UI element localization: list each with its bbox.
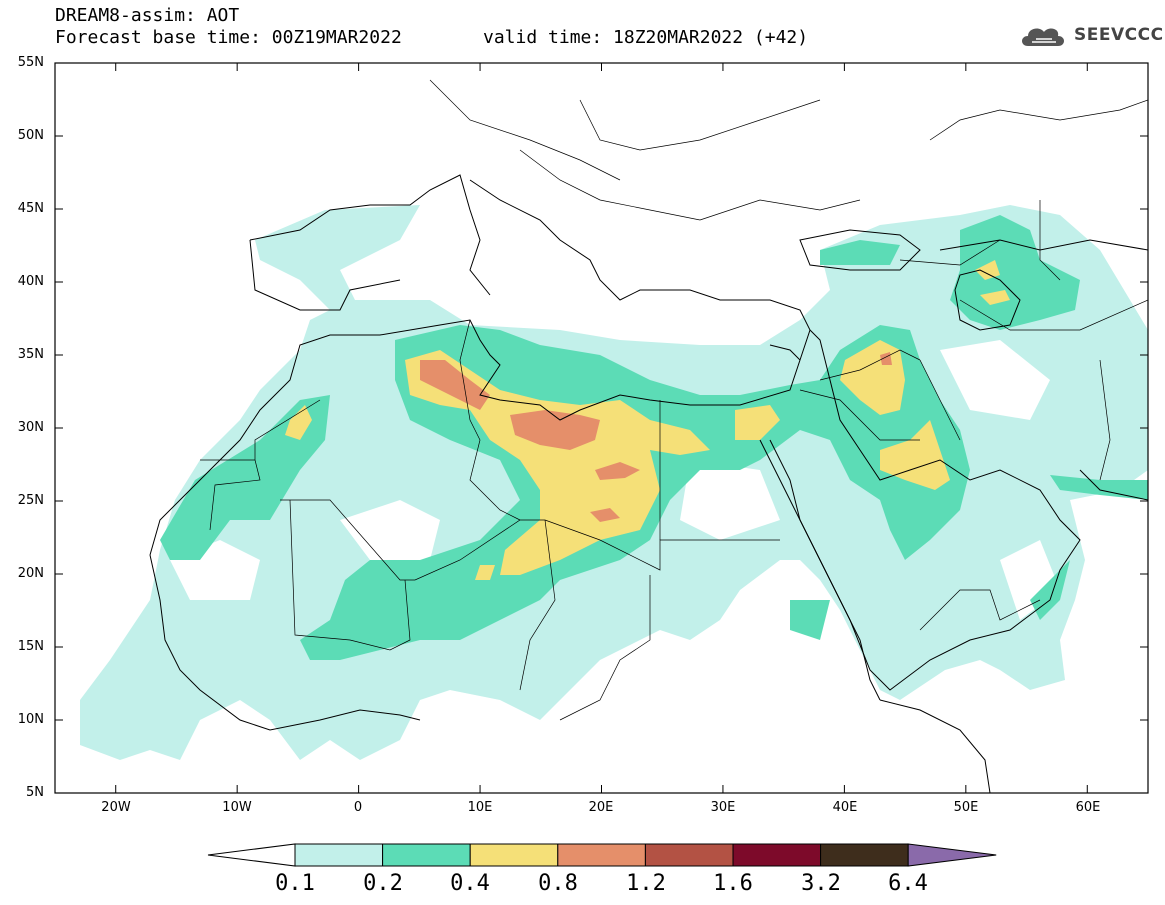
colorbar-label: 0.1: [275, 871, 315, 896]
colorbar: [207, 843, 997, 867]
lat-label-20n: 20N: [17, 566, 44, 581]
colorbar-swatch: [557, 843, 646, 867]
colorbar-label: 0.4: [450, 871, 490, 896]
lon-label-40e: 40E: [832, 800, 858, 815]
cloud-icon: [1022, 28, 1064, 46]
lat-label-10n: 10N: [17, 712, 44, 727]
colorbar-swatch: [732, 843, 822, 867]
colorbar-swatch: [294, 843, 384, 867]
colorbar-under-triangle: [207, 843, 296, 867]
lat-label-35n: 35N: [17, 347, 44, 362]
lon-label-10w: 10W: [222, 800, 252, 815]
colorbar-swatch: [382, 843, 471, 867]
colorbar-label: 0.8: [538, 871, 578, 896]
colorbar-swatch: [469, 843, 559, 867]
map-title: DREAM8-assim: AOT: [55, 5, 240, 26]
colorbar-label: 1.2: [626, 871, 666, 896]
axis-ticks: [55, 62, 1148, 794]
forecast-base-time: Forecast base time: 00Z19MAR2022: [55, 27, 402, 48]
lat-label-30n: 30N: [17, 420, 44, 435]
colorbar-label: 6.4: [888, 871, 928, 896]
lon-label-30e: 30E: [710, 800, 736, 815]
lon-label-50e: 50E: [953, 800, 979, 815]
colorbar-swatch: [820, 843, 909, 867]
lat-label-40n: 40N: [17, 274, 44, 289]
lat-label-55n: 55N: [17, 55, 44, 70]
lon-label-0: 0: [353, 800, 363, 815]
lat-label-5n: 5N: [26, 785, 44, 800]
lat-label-15n: 15N: [17, 639, 44, 654]
lat-label-25n: 25N: [17, 493, 44, 508]
colorbar-label: 0.2: [363, 871, 403, 896]
seevccc-logo: SEEVCCC: [1018, 22, 1164, 48]
lat-label-45n: 45N: [17, 201, 44, 216]
colorbar-over-triangle: [907, 843, 997, 867]
logo-text: SEEVCCC: [1074, 25, 1164, 45]
lon-label-10e: 10E: [467, 800, 493, 815]
lon-label-60e: 60E: [1075, 800, 1101, 815]
lat-label-50n: 50N: [17, 128, 44, 143]
aot-fields: [55, 63, 1148, 793]
valid-time: valid time: 18Z20MAR2022 (+42): [483, 27, 809, 48]
aot-level-0.8: [420, 352, 892, 522]
colorbar-swatch: [644, 843, 734, 867]
lon-label-20e: 20E: [588, 800, 614, 815]
country-borders: [200, 79, 1148, 721]
colorbar-label: 3.2: [801, 871, 841, 896]
lon-label-20w: 20W: [101, 800, 131, 815]
colorbar-label: 1.6: [713, 871, 753, 896]
coastlines: [149, 174, 1148, 793]
